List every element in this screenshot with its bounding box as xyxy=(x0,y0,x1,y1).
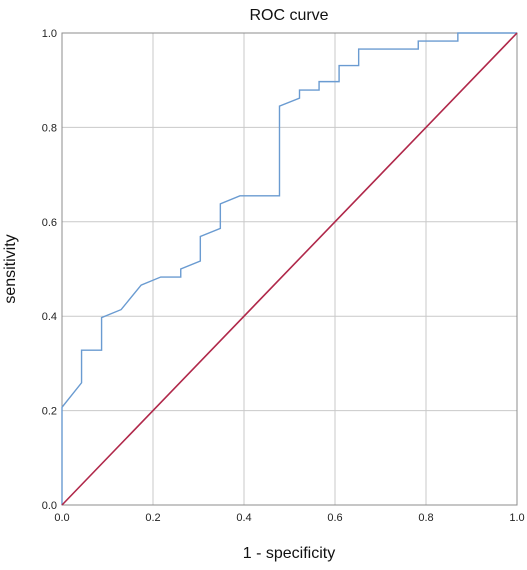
y-tick-label: 0.4 xyxy=(42,311,57,323)
tick-labels: 0.0 0.2 0.4 0.6 0.8 1.0 0.0 0.2 0.4 0.6 0.8 1.0 xyxy=(42,28,525,524)
plot-frame xyxy=(61,32,518,506)
series-layer xyxy=(61,32,518,506)
y-tick-label: 1.0 xyxy=(42,28,57,40)
y-axis-title: sensitivity xyxy=(2,234,19,303)
x-tick-label: 0.0 xyxy=(54,512,69,524)
reference-diagonal-line xyxy=(61,32,518,506)
x-axis-title: 1 - specificity xyxy=(243,545,335,562)
y-tick-label: 0.0 xyxy=(42,500,57,512)
y-tick-label: 0.6 xyxy=(42,217,57,229)
x-tick-label: 1.0 xyxy=(509,512,524,524)
chart-title: ROC curve xyxy=(249,7,328,24)
x-tick-label: 0.2 xyxy=(145,512,160,524)
y-tick-label: 0.8 xyxy=(42,122,57,134)
x-tick-label: 0.6 xyxy=(327,512,342,524)
y-tick-label: 0.2 xyxy=(42,406,57,418)
roc-curve-line xyxy=(61,32,517,505)
x-tick-label: 0.8 xyxy=(418,512,433,524)
x-tick-label: 0.4 xyxy=(236,512,251,524)
